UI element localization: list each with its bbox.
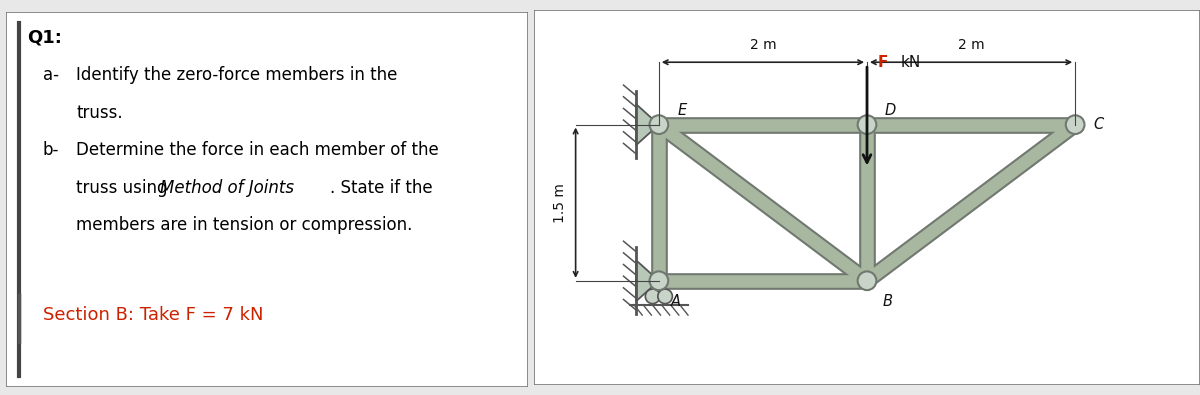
Text: truss.: truss. [77,104,124,122]
Text: b-: b- [42,141,59,159]
Circle shape [1066,115,1085,134]
Polygon shape [636,260,659,301]
Text: B: B [883,294,893,309]
Circle shape [858,271,876,290]
Circle shape [646,289,660,304]
Text: . State if the: . State if the [330,179,432,197]
Text: 2 m: 2 m [750,38,776,52]
Text: E: E [677,103,686,118]
Text: a-: a- [42,66,59,84]
Polygon shape [534,10,1200,385]
Text: Identify the zero-force members in the: Identify the zero-force members in the [77,66,398,84]
Circle shape [649,271,668,290]
Text: C: C [1093,117,1103,132]
Text: kN: kN [900,55,920,70]
Polygon shape [6,12,528,387]
Text: Determine the force in each member of the: Determine the force in each member of th… [77,141,439,159]
Text: D: D [884,103,895,118]
Circle shape [658,289,672,304]
Circle shape [649,115,668,134]
Text: F: F [877,55,888,70]
Text: members are in tension or compression.: members are in tension or compression. [77,216,413,234]
Circle shape [858,115,876,134]
Text: Method of Joints: Method of Joints [160,179,294,197]
Text: Section B: Take F = 7 kN: Section B: Take F = 7 kN [42,307,263,324]
Text: Q1:: Q1: [26,29,61,47]
Text: 2 m: 2 m [958,38,984,52]
Text: A: A [671,294,680,309]
Polygon shape [636,104,659,145]
Text: 1.5 m: 1.5 m [553,183,568,223]
Text: truss using: truss using [77,179,173,197]
